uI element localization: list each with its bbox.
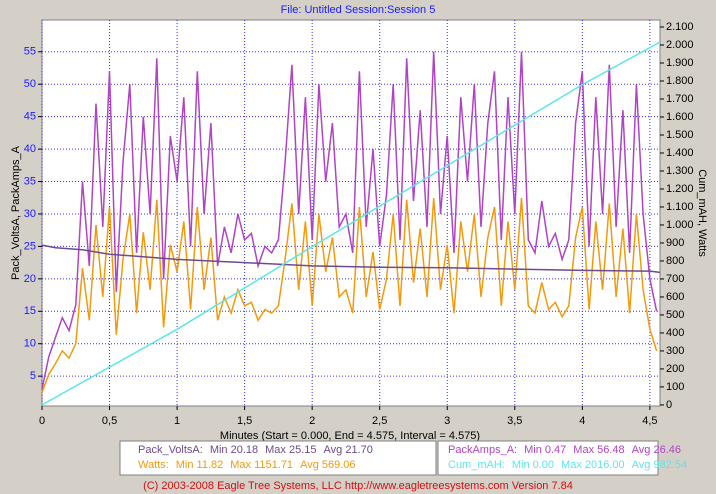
y2-tick-label: 2.000: [666, 39, 694, 51]
x-tick-label: 0,5: [102, 415, 117, 427]
legend-entry: PackAmps_A: Min 0.47 Max 56.48 Avg 26.46: [448, 444, 681, 456]
legend-stat: Avg 26.46: [632, 444, 681, 456]
y2-tick-label: 1.100: [666, 201, 694, 213]
legend-name: Pack_VoltsA:: [138, 444, 203, 456]
legend-entry: Pack_VoltsA: Min 20.18 Max 25.15 Avg 21.70: [138, 444, 373, 456]
y2-tick-label: 2.100: [666, 21, 694, 33]
y-tick-label: 35: [24, 175, 36, 187]
y2-tick-label: 1.900: [666, 57, 694, 69]
y2-tick-label: 100: [666, 381, 684, 393]
y2-tick-label: 1.300: [666, 165, 694, 177]
y-tick-label: 50: [24, 78, 36, 90]
legend-stat: Max 56.48: [573, 444, 624, 456]
y2-tick-label: 1.800: [666, 75, 694, 87]
legend-entry: Cum_mAH: Min 0.00 Max 2016.00 Avg 982.54: [448, 459, 687, 471]
legend-stat: Avg 21.70: [324, 444, 373, 456]
legend-stat: Avg 982.54: [632, 459, 687, 471]
x-tick-label: 2,5: [372, 415, 387, 427]
x-tick-label: 3,5: [507, 415, 522, 427]
legend-stat: Min 0.00: [512, 459, 554, 471]
y-tick-label: 55: [24, 46, 36, 58]
y-tick-label: 20: [24, 273, 36, 285]
legend-stat: Min 0.47: [524, 444, 566, 456]
legend-box: [437, 440, 659, 476]
x-axis-label: Minutes (Start = 0.000, End = 4.575, Int…: [220, 430, 480, 442]
y2-tick-label: 1.000: [666, 219, 694, 231]
y2-tick-label: 300: [666, 345, 684, 357]
legend-stat: Min 11.82: [176, 459, 224, 471]
y2-tick-label: 400: [666, 327, 684, 339]
y2-tick-label: 1.700: [666, 93, 694, 105]
y-tick-label: 5: [30, 370, 36, 382]
y2-tick-label: 800: [666, 255, 684, 267]
chart-title: File: Untitled Session:Session 5: [281, 4, 436, 16]
x-tick-label: 4: [579, 415, 585, 427]
y-tick-label: 10: [24, 338, 36, 350]
legend-box: [119, 440, 437, 476]
legend-stat: Avg 569.06: [300, 459, 355, 471]
x-tick-label: 0: [39, 415, 45, 427]
y2-tick-label: 0: [666, 399, 672, 411]
y-tick-label: 15: [24, 305, 36, 317]
y-axis-label: Pack_VoltsA, PackAmps_A: [10, 145, 22, 280]
y2-tick-label: 1.500: [666, 129, 694, 141]
legend-stat: Max 25.15: [265, 444, 316, 456]
y2-tick-label: 200: [666, 363, 684, 375]
y2-tick-label: 1.400: [666, 147, 694, 159]
series-line: [41, 41, 661, 406]
series-line: [41, 197, 658, 393]
x-tick-label: 4,5: [642, 415, 657, 427]
series-line: [41, 51, 658, 390]
y2-axis-label: Cum_mAH, Watts: [696, 169, 708, 257]
x-tick-label: 3: [444, 415, 450, 427]
legend-name: PackAmps_A:: [448, 444, 517, 456]
y-tick-label: 25: [24, 240, 36, 252]
y-tick-label: 40: [24, 143, 36, 155]
y-tick-label: 30: [24, 208, 36, 220]
x-tick-label: 1: [174, 415, 180, 427]
y2-tick-label: 1.200: [666, 183, 694, 195]
y-tick-label: 45: [24, 111, 36, 123]
x-tick-label: 1,5: [237, 415, 252, 427]
legend-stat: Max 2016.00: [561, 459, 625, 471]
y2-tick-label: 1.600: [666, 111, 694, 123]
legend-name: Cum_mAH:: [448, 459, 505, 471]
series-line: [41, 244, 661, 274]
x-tick-label: 2: [309, 415, 315, 427]
y2-tick-label: 700: [666, 273, 684, 285]
legend-stat: Min 20.18: [210, 444, 258, 456]
y2-tick-label: 900: [666, 237, 684, 249]
footer: (C) 2003-2008 Eagle Tree Systems, LLC ht…: [143, 480, 573, 492]
legend-name: Watts:: [138, 459, 169, 471]
legend-stat: Max 1151.71: [230, 459, 293, 471]
y2-tick-label: 600: [666, 291, 684, 303]
legend-entry: Watts: Min 11.82 Max 1151.71 Avg 569.06: [138, 459, 356, 471]
y2-tick-label: 500: [666, 309, 684, 321]
